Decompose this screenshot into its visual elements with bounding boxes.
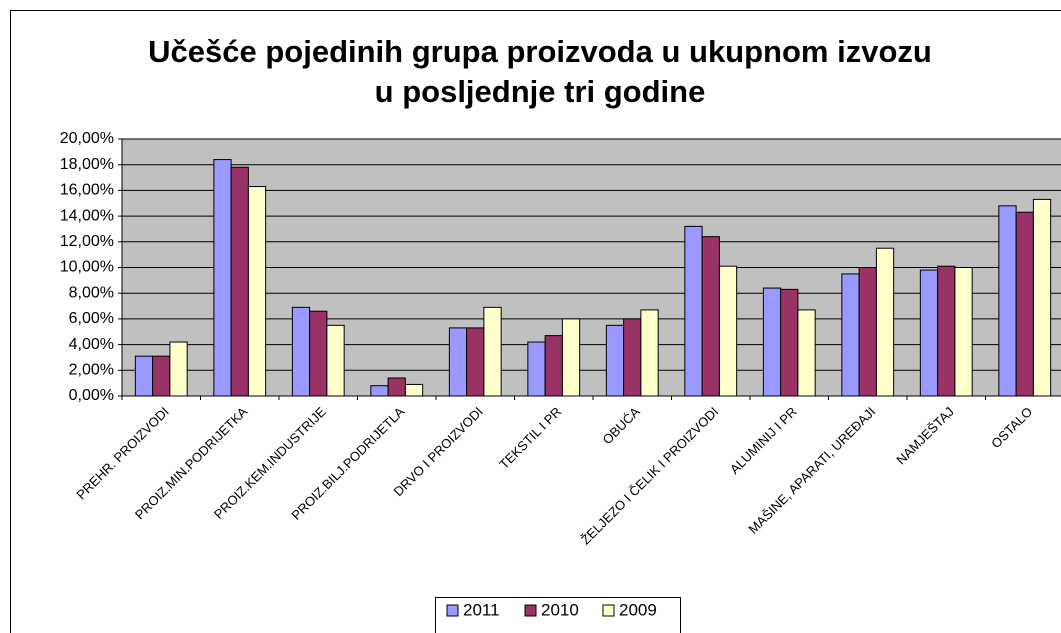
y-tick-label: 20,00% — [60, 130, 114, 147]
bar — [466, 327, 485, 397]
x-tick-label: TEKSTIL I PR — [496, 404, 564, 472]
chart-frame — [10, 10, 1061, 633]
x-tick-label: OSTALO — [988, 404, 1035, 451]
x-tick-label: MAŠINE, APARATI, UREĐAJI — [745, 404, 878, 537]
bar — [152, 355, 171, 397]
y-tick-label: 4,00% — [69, 336, 114, 353]
bar — [718, 265, 738, 397]
legend: 2011 2010 2009 — [435, 597, 681, 633]
bar — [326, 324, 345, 397]
y-tick-label: 18,00% — [60, 156, 114, 173]
x-tick-label: NAMJEŠTAJ — [893, 404, 957, 468]
legend-label: 2011 — [463, 600, 500, 619]
bar — [247, 186, 267, 397]
bar — [483, 306, 502, 397]
bar — [448, 327, 468, 397]
bar — [1032, 198, 1052, 397]
bar — [169, 341, 188, 397]
bar — [404, 383, 424, 397]
bar — [370, 385, 389, 397]
bar — [701, 236, 720, 397]
bar — [291, 306, 311, 397]
legend-box — [435, 597, 681, 633]
bar — [605, 324, 625, 397]
bar — [623, 318, 642, 397]
bar — [841, 273, 860, 397]
bar — [230, 166, 249, 397]
bar — [797, 309, 816, 397]
bar — [309, 310, 328, 397]
y-tick-label: 2,00% — [69, 362, 114, 379]
y-tick-label: 8,00% — [69, 284, 114, 301]
x-tick-label: OBUĆA — [600, 404, 644, 448]
y-tick-label: 6,00% — [69, 310, 114, 327]
bar — [213, 159, 232, 397]
legend-label: 2010 — [541, 600, 579, 619]
y-tick-label: 16,00% — [60, 182, 114, 199]
legend-swatch — [446, 604, 459, 617]
bar — [684, 225, 703, 397]
bar — [640, 309, 659, 397]
x-tick-label: DRVO I PROIZVODI — [391, 404, 486, 499]
legend-swatch — [524, 604, 537, 617]
bar — [134, 355, 154, 397]
legend-swatch — [602, 604, 615, 617]
y-tick-label: 14,00% — [60, 207, 114, 224]
bar — [527, 341, 546, 397]
y-tick-label: 0,00% — [69, 387, 114, 404]
bar — [875, 247, 895, 397]
x-tick-label: ŽELJEZO I ČELIK I PROIZVODI — [578, 404, 721, 547]
y-tick-label: 10,00% — [60, 259, 114, 276]
bar — [998, 205, 1017, 397]
y-tick-label: 12,00% — [60, 233, 114, 250]
bar — [937, 265, 956, 397]
bar — [780, 288, 799, 397]
bar — [762, 287, 782, 397]
bar — [387, 377, 406, 397]
legend-label: 2009 — [619, 600, 657, 619]
bar — [561, 318, 581, 397]
bar — [544, 335, 563, 397]
bar — [1015, 211, 1034, 397]
bar — [954, 267, 973, 397]
bar — [919, 269, 939, 397]
chart-title: Učešće pojedinih grupa proizvoda u ukupn… — [148, 34, 932, 109]
bar — [858, 267, 877, 397]
x-tick-label: ALUMINIJ I PR — [727, 404, 800, 477]
